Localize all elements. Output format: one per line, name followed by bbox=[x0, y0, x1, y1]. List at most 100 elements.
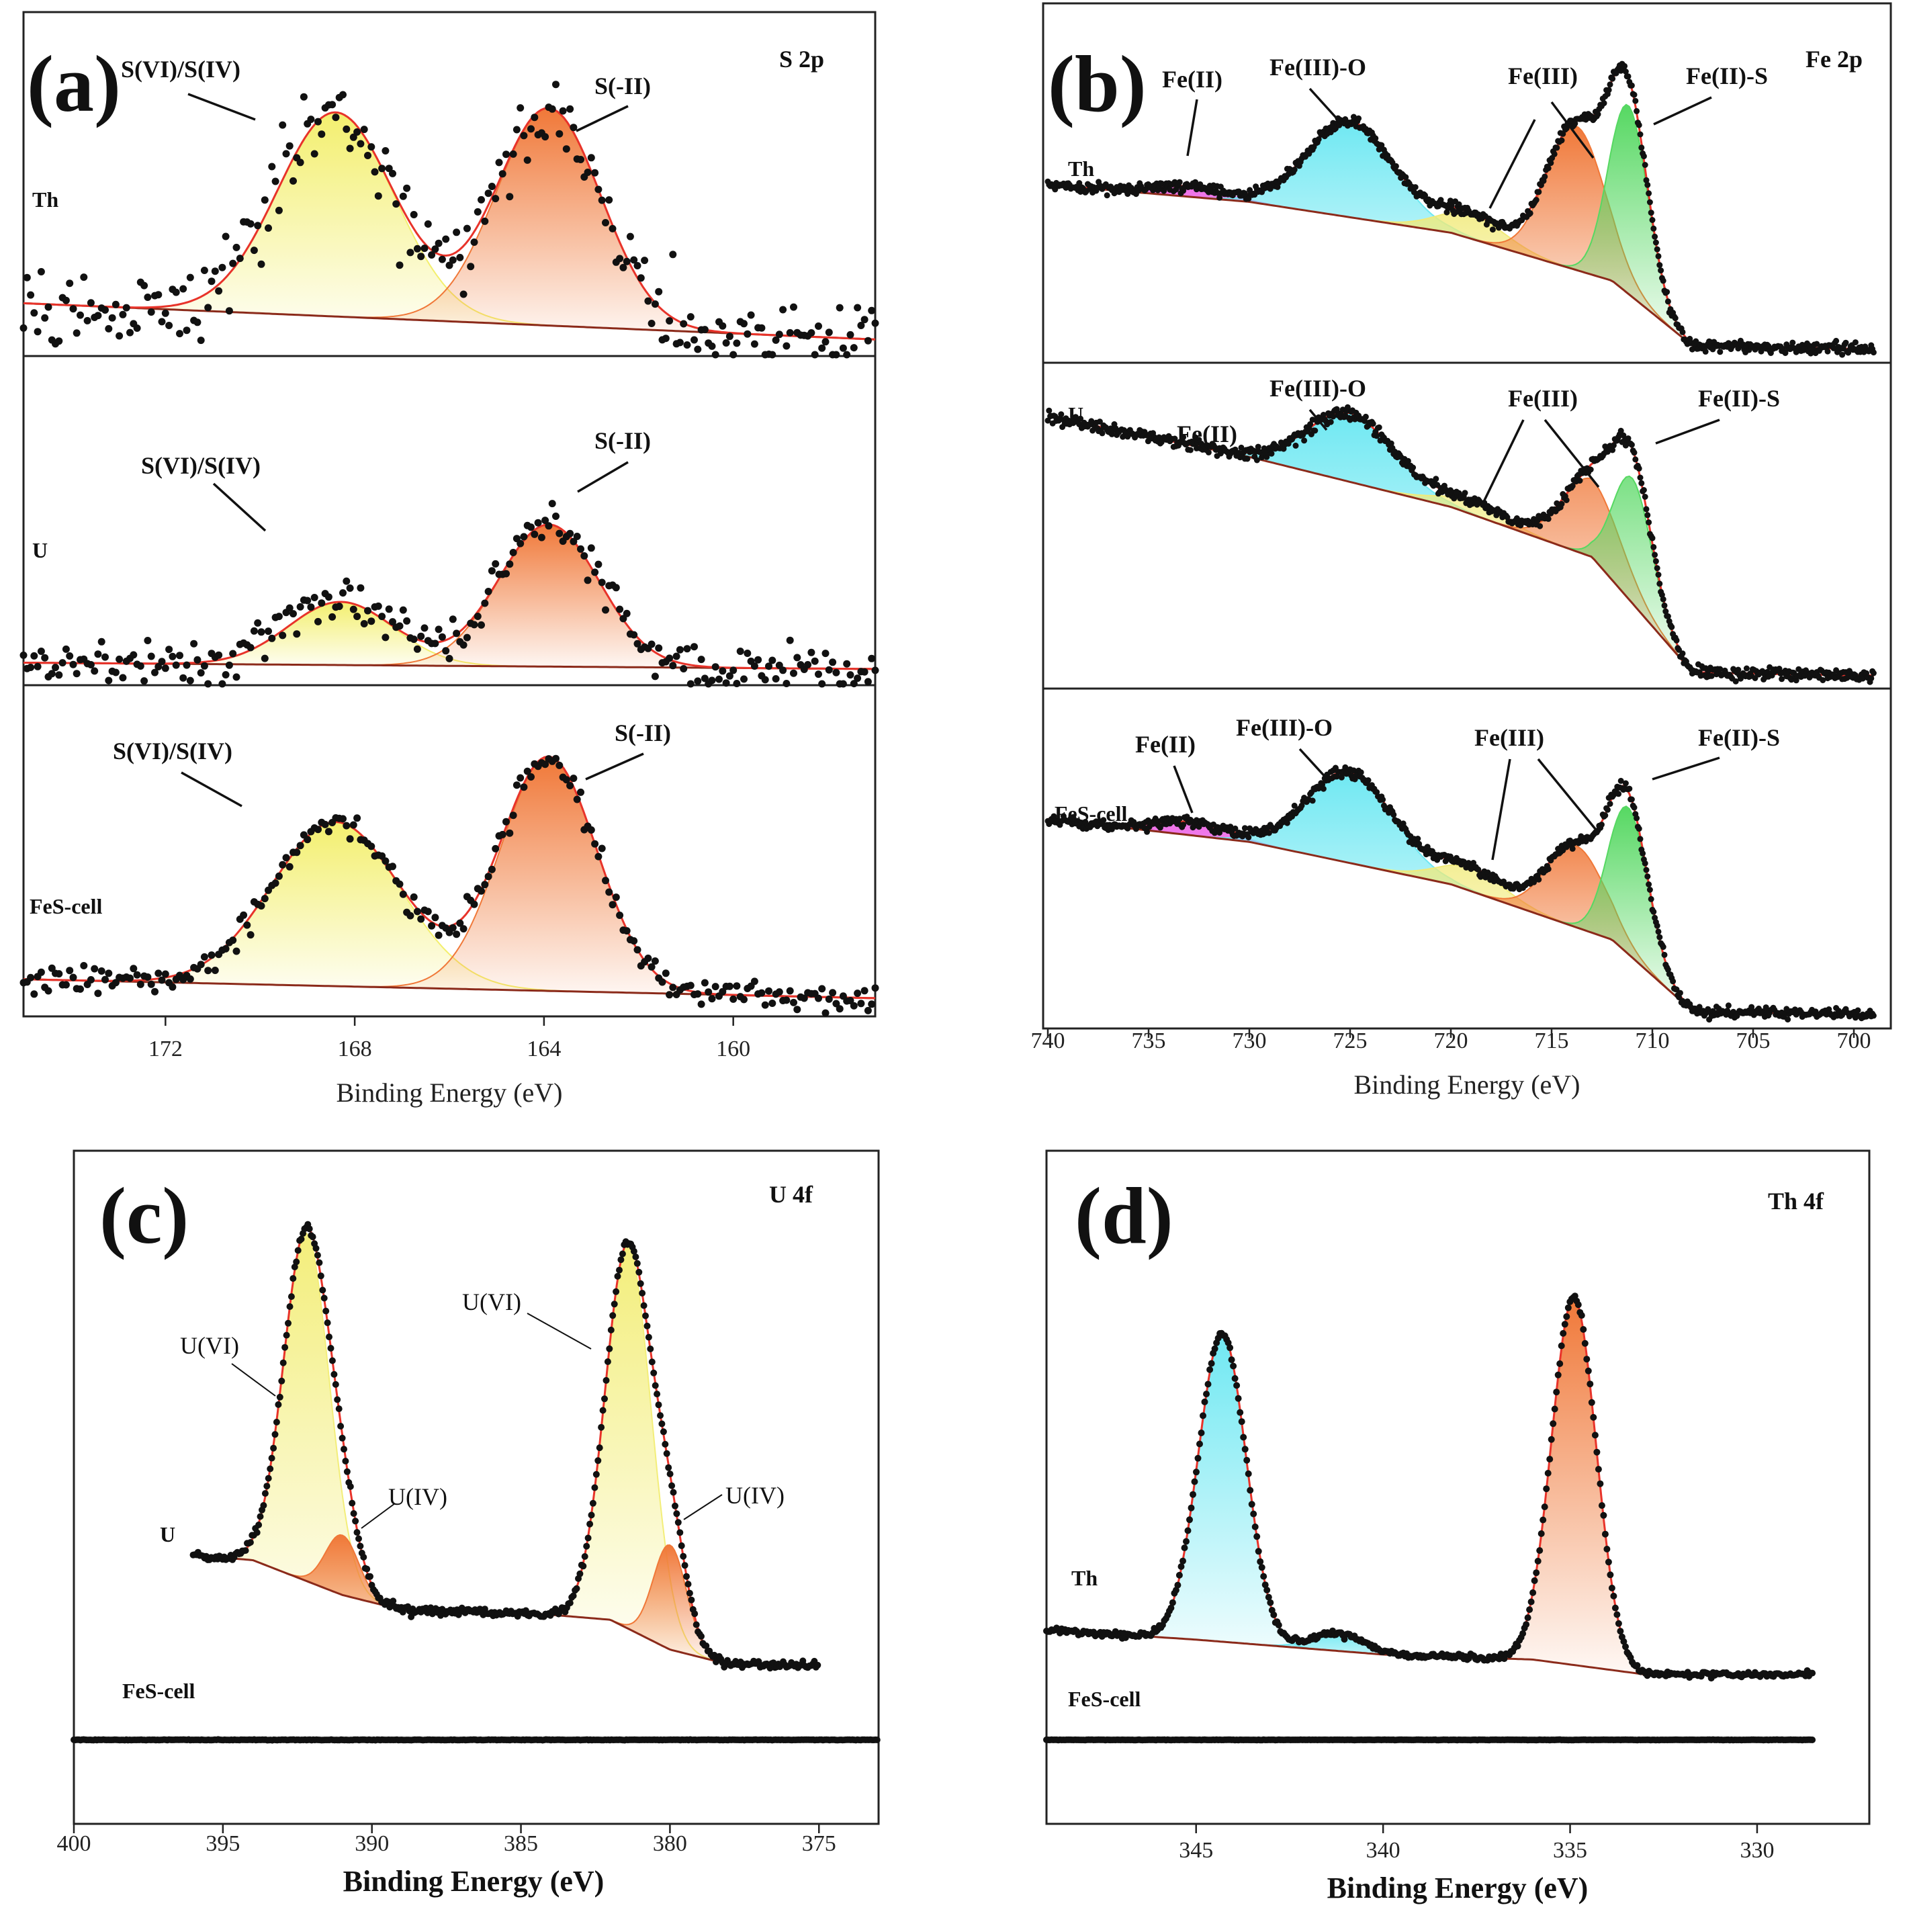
data-point bbox=[112, 668, 120, 676]
data-point bbox=[686, 1589, 693, 1597]
panel-b-th-arrow-feiis bbox=[1653, 96, 1712, 126]
panel-d-row-0-data-points bbox=[1043, 1292, 1816, 1682]
data-point bbox=[655, 644, 663, 652]
data-point bbox=[1611, 1604, 1619, 1612]
data-point bbox=[821, 338, 830, 346]
data-point bbox=[1593, 1448, 1601, 1456]
data-point bbox=[523, 767, 531, 775]
data-point bbox=[711, 663, 719, 671]
data-point bbox=[666, 1470, 674, 1478]
data-point bbox=[1534, 1557, 1542, 1565]
panel-d-letter: (d) bbox=[1075, 1171, 1173, 1260]
data-point bbox=[367, 842, 375, 850]
data-point bbox=[1550, 1420, 1557, 1428]
data-point bbox=[208, 951, 216, 959]
data-point bbox=[602, 606, 609, 614]
data-point bbox=[343, 125, 351, 133]
data-point bbox=[232, 947, 240, 955]
panel-c-frame bbox=[73, 1149, 880, 1825]
panel-c-row-1-data-points bbox=[71, 1736, 881, 1744]
data-point bbox=[378, 165, 386, 173]
data-point bbox=[101, 975, 109, 983]
data-point bbox=[1732, 678, 1739, 685]
data-point bbox=[1245, 195, 1252, 202]
data-point bbox=[30, 309, 38, 317]
data-point bbox=[1124, 191, 1131, 197]
data-point bbox=[701, 326, 709, 334]
data-point bbox=[1743, 665, 1750, 672]
data-point bbox=[581, 1553, 588, 1560]
panel-d-sample-th: Th bbox=[1071, 1566, 1098, 1590]
data-point bbox=[850, 344, 858, 352]
data-point bbox=[1572, 120, 1578, 127]
panel-b-row-1-peak-3 bbox=[1047, 415, 1875, 676]
data-point bbox=[328, 101, 337, 109]
data-point bbox=[41, 314, 49, 322]
data-point bbox=[1581, 1340, 1589, 1347]
data-point bbox=[1652, 552, 1658, 558]
data-point bbox=[733, 680, 741, 687]
data-point bbox=[688, 1596, 695, 1604]
data-point bbox=[694, 677, 702, 685]
data-point bbox=[488, 567, 496, 575]
data-point bbox=[257, 1513, 264, 1520]
data-point bbox=[1157, 824, 1163, 831]
panel-b-u-label-feiiio: Fe(III)-O bbox=[1269, 375, 1366, 402]
data-point bbox=[1330, 413, 1337, 420]
data-point bbox=[321, 820, 329, 828]
panel-a-u-arrow-sii bbox=[577, 461, 629, 493]
data-point bbox=[645, 1333, 652, 1341]
data-point bbox=[754, 656, 762, 664]
data-point bbox=[403, 617, 411, 625]
data-point bbox=[495, 159, 503, 167]
data-point bbox=[1390, 811, 1397, 818]
data-point bbox=[587, 154, 595, 162]
data-point bbox=[97, 638, 105, 646]
data-point bbox=[374, 602, 382, 610]
data-point bbox=[1176, 179, 1183, 185]
data-point bbox=[1870, 1012, 1877, 1019]
data-point bbox=[1649, 217, 1656, 223]
data-point bbox=[353, 613, 361, 621]
data-point bbox=[165, 646, 173, 654]
data-point bbox=[1216, 194, 1223, 201]
data-point bbox=[319, 1286, 326, 1294]
data-point bbox=[744, 650, 752, 657]
data-point bbox=[1636, 826, 1642, 832]
data-point bbox=[285, 604, 294, 612]
data-point bbox=[1179, 1557, 1186, 1565]
data-point bbox=[630, 937, 638, 945]
data-point bbox=[396, 622, 404, 630]
data-point bbox=[27, 291, 35, 299]
data-point bbox=[603, 1376, 610, 1384]
data-point bbox=[660, 1428, 667, 1436]
data-point bbox=[509, 150, 517, 158]
data-point bbox=[506, 829, 514, 837]
data-point bbox=[396, 261, 404, 269]
panel-b-frame bbox=[1042, 2, 1892, 1030]
data-point bbox=[775, 331, 783, 339]
data-point bbox=[1598, 1502, 1605, 1509]
data-point bbox=[1410, 464, 1417, 471]
panel-d-xlabel: Binding Energy (eV) bbox=[1327, 1872, 1589, 1904]
data-point bbox=[204, 304, 212, 312]
data-point bbox=[1725, 1002, 1732, 1009]
panel-c-x-axis: 400 395 390 385 380 375 bbox=[57, 1824, 836, 1856]
data-point bbox=[1204, 1380, 1212, 1388]
data-point bbox=[1654, 565, 1660, 572]
data-point bbox=[541, 760, 549, 769]
panel-c-letter: (c) bbox=[99, 1171, 189, 1260]
data-point bbox=[324, 1319, 331, 1327]
data-point bbox=[1642, 162, 1648, 168]
panel-b-row-2-peak-1 bbox=[1047, 771, 1875, 1016]
data-point bbox=[1251, 1523, 1259, 1530]
data-point bbox=[367, 143, 375, 151]
data-point bbox=[1597, 1480, 1604, 1487]
data-point bbox=[662, 969, 670, 977]
data-point bbox=[652, 1382, 659, 1389]
data-point bbox=[293, 848, 301, 857]
data-point bbox=[527, 773, 535, 781]
data-point bbox=[871, 984, 879, 992]
data-point bbox=[651, 957, 659, 965]
data-point bbox=[254, 619, 262, 627]
